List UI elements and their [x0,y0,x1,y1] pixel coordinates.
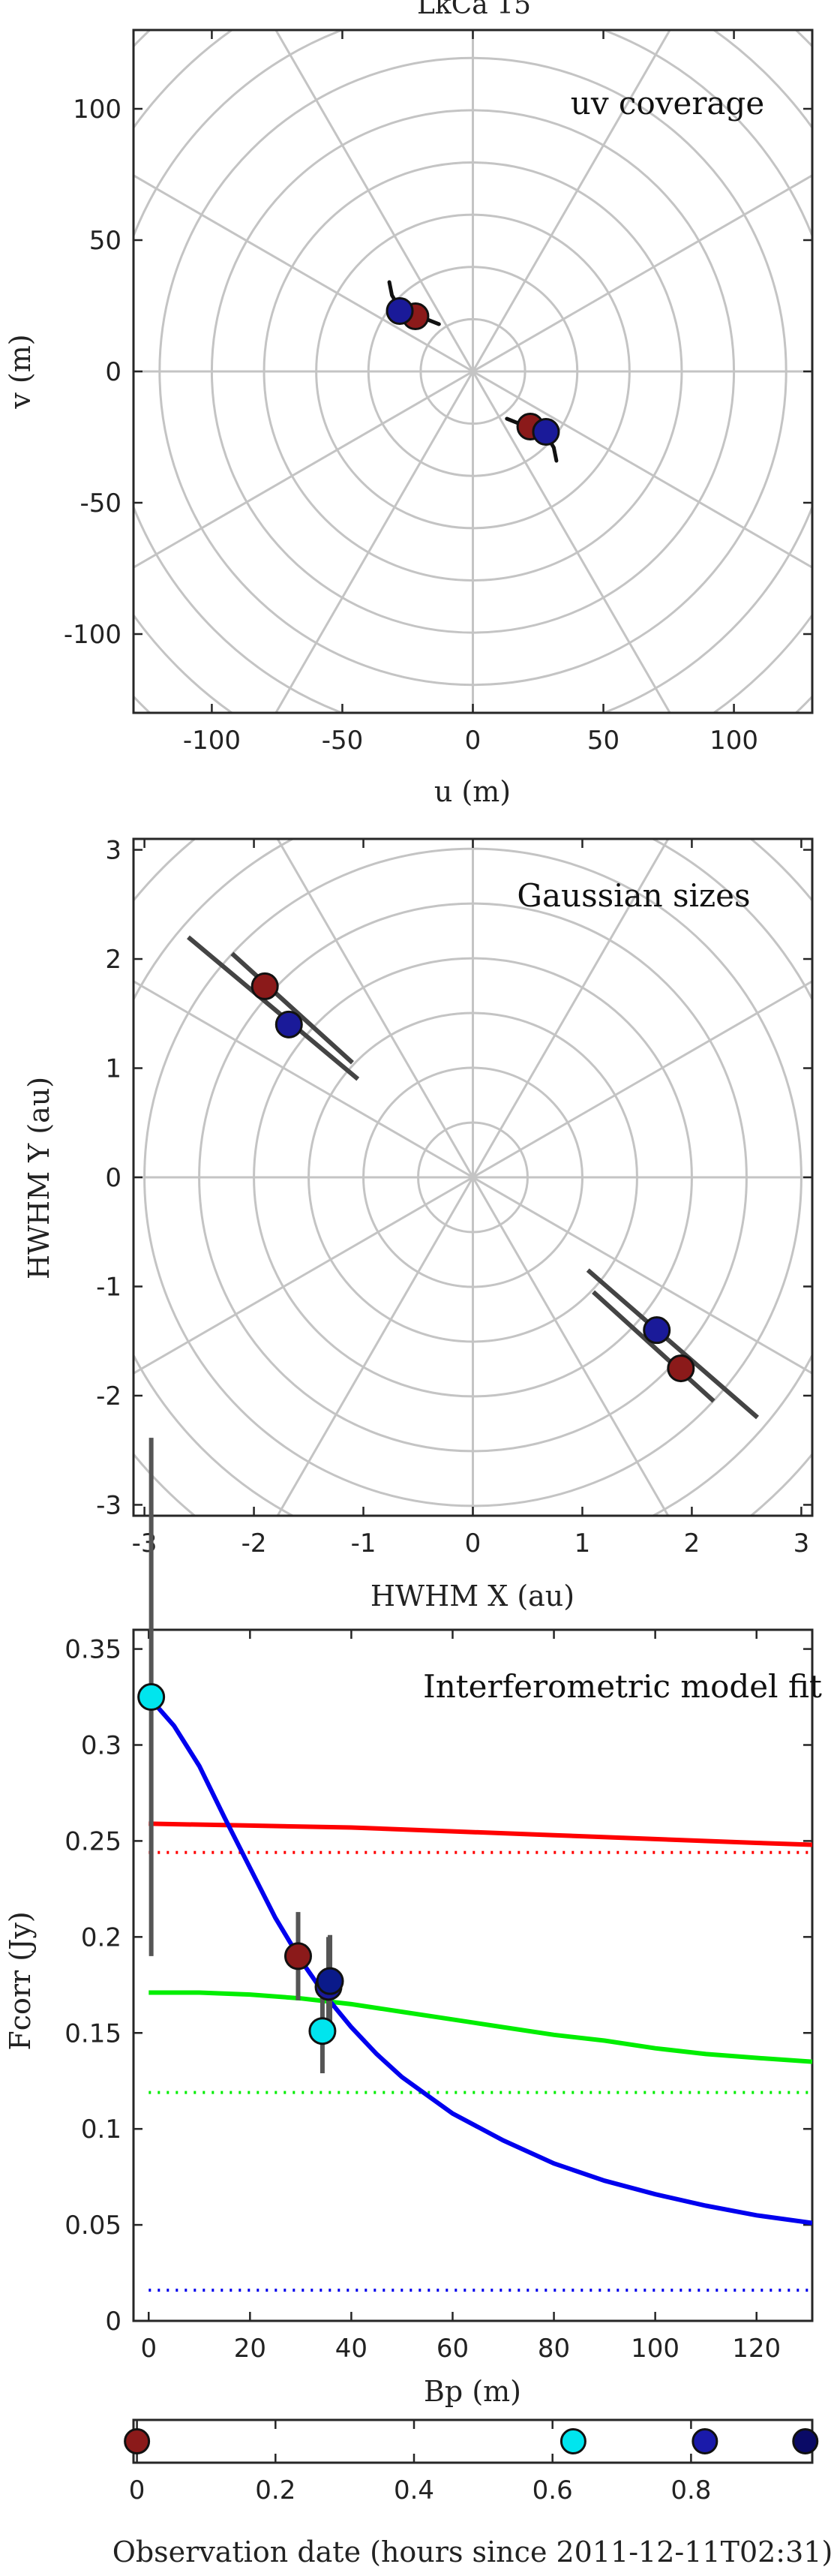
y-tick-label: 0.25 [64,1826,122,1856]
y-tick-label: -50 [80,488,122,519]
x-tick-label: 0.4 [394,2475,434,2505]
y-tick-label: -100 [64,620,122,650]
y-tick-label: 0.05 [64,2211,122,2241]
x-tick-label: -100 [183,726,241,756]
x-tick-label: 80 [538,2334,570,2364]
x-tick-label: 20 [234,2334,266,2364]
grid-ring [0,0,834,894]
data-point [308,2017,337,2045]
x-tick-label: 120 [732,2334,781,2364]
panel-annotation: uv coverage [571,85,764,122]
series-line [148,1990,812,2064]
x-axis-label: u (m) [434,775,511,808]
y-tick-label: 0.35 [64,1635,122,1665]
y-tick-label: 2 [105,945,122,975]
x-axis-label: HWHM X (au) [370,1580,574,1613]
x-tick-label: 100 [710,726,758,756]
y-tick-label: 0 [105,2307,122,2337]
date-point [792,2428,819,2454]
grid-spoke [134,174,812,569]
fit-lines [147,1695,812,2292]
x-tick-label: -2 [242,1528,267,1559]
y-tick-label: 50 [89,226,122,256]
size-segment [586,1268,759,1420]
x-tick-label: 3 [794,1528,810,1559]
size-segment [230,951,354,1065]
x-tick-label: 0 [465,1528,482,1559]
x-tick-label: 0.8 [670,2475,711,2505]
series-line [148,1821,812,1847]
x-tick-label: 100 [631,2334,680,2364]
y-tick-label: 1 [105,1054,122,1084]
panel-annotation: Interferometric model fit [423,1668,822,1705]
grid-ring [134,30,812,713]
model-fit-panel: 0 20 40 60 80 100 12000.050.10.150.20.250.30.3… [4,1438,822,2408]
grid-spoke [134,174,812,569]
data-point [137,1683,166,1712]
x-tick-label: 0.2 [255,2475,296,2505]
y-tick-label: 0.3 [81,1731,122,1761]
x-tick-label: -1 [351,1528,376,1559]
y-tick-label: 0.1 [81,2115,122,2145]
size-point [250,972,279,1000]
size-segment [592,1290,716,1403]
date-point [560,2428,586,2454]
polar-grid [0,0,834,894]
x-tick-label: 0 [465,726,482,756]
y-tick-label: 0 [105,1163,122,1193]
y-axis-label: HWHM Y (au) [22,1077,56,1279]
x-axis-label: Observation date (hours since 2011-12-11… [112,2535,833,2568]
x-tick-label: 0 [129,2475,146,2505]
uv-point [386,297,414,325]
x-tick-label: 60 [436,2334,469,2364]
y-tick-label: 100 [73,95,122,125]
data-point [284,1942,312,1970]
size-point [667,1354,695,1383]
grid-spoke [274,30,671,713]
date-point [124,2428,151,2454]
y-axis-label: Fcorr (Jy) [4,1911,37,2050]
size-point [643,1316,671,1345]
x-axis-label: Bp (m) [424,2375,521,2408]
x-tick-label: 0.6 [532,2475,573,2505]
uv-point [532,418,560,446]
x-tick-label: 0 [140,2334,157,2364]
panel-annotation: Gaussian sizes [517,877,750,914]
y-tick-label: -3 [96,1490,122,1520]
y-tick-label: 0 [105,357,122,387]
y-axis-label: v (m) [4,334,37,409]
x-tick-label: 2 [684,1528,700,1559]
size-point [274,1010,303,1039]
y-tick-label: 3 [105,836,122,866]
data-point [316,1967,344,1995]
y-tick-label: 0.15 [64,2018,122,2048]
size-segment [187,935,360,1081]
x-tick-label: -50 [322,726,364,756]
y-tick-label: -1 [96,1272,122,1302]
x-tick-label: 50 [587,726,620,756]
axes-box [132,1628,814,2322]
series-line [147,1695,812,2226]
x-tick-label: 40 [335,2334,368,2364]
uv-coverage-panel: -100 -50 0 50 100 -100 -50 0 50 100 uv coverage u (… [0,0,834,894]
observation-date-panel: 0 0.2 0.4 0.6 0.8 Observation date (hours sin… [112,2418,833,2568]
date-point [692,2428,718,2454]
figure-title: LkCa 15 [417,0,531,20]
grid-spoke [274,30,671,713]
y-tick-label: 0.2 [81,1922,122,1952]
grid-spoke [134,980,812,1375]
y-tick-label: -2 [96,1381,122,1411]
x-tick-label: 1 [574,1528,591,1559]
